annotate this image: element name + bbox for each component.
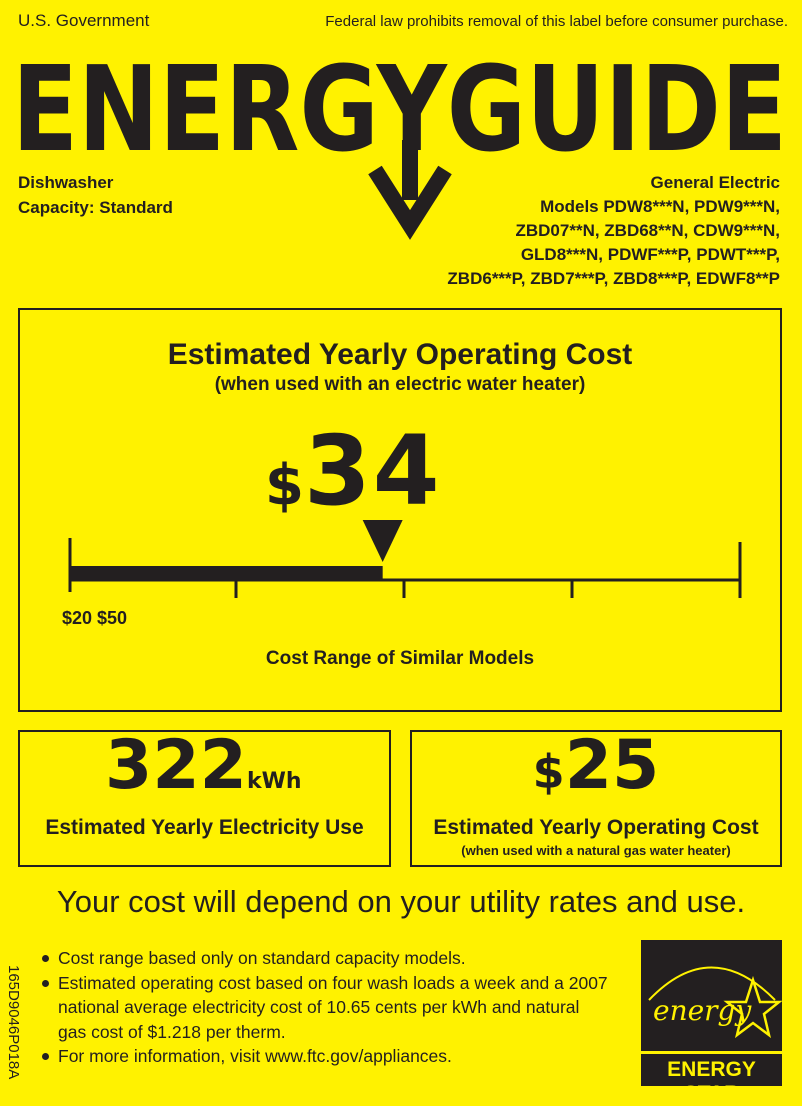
range-caption: Cost Range of Similar Models: [265, 648, 535, 669]
model-line: ZBD07**N, ZBD68**N, CDW9***N,: [515, 221, 780, 240]
product-capacity: Capacity: Standard: [18, 198, 173, 217]
removal-notice: Federal law prohibits removal of this la…: [325, 13, 788, 30]
note-item: For more information, visit www.ftc.gov/…: [40, 1044, 610, 1069]
energy-star-logo: energy ENERGY STAR: [641, 940, 783, 1105]
kwh-value: 322: [105, 726, 247, 805]
note-item: Cost range based only on standard capaci…: [40, 946, 610, 971]
notes-list: Cost range based only on standard capaci…: [40, 946, 610, 1069]
government-label: U.S. Government: [18, 11, 150, 30]
model-line: ZBD6***P, ZBD7***P, ZBD8***P, EDWF8**P: [447, 269, 780, 288]
arrow-down-icon: [368, 140, 452, 240]
gas-label: Estimated Yearly Operating Cost: [433, 816, 759, 839]
side-code: 165D9046P018A: [5, 965, 22, 1080]
model-line: Models PDW8***N, PDW9***N,: [540, 197, 780, 216]
main-cost-box: Estimated Yearly Operating Cost (when us…: [18, 308, 782, 712]
gas-cost-value: 25: [564, 726, 660, 805]
product-type: Dishwasher: [18, 173, 114, 192]
note-item: Estimated operating cost based on four w…: [40, 971, 610, 1045]
kwh-unit: kWh: [246, 769, 302, 794]
cost-range-scale: [68, 520, 742, 598]
dollar-sign: $: [532, 745, 565, 799]
scale-fill: [70, 566, 383, 580]
side-code-wrap: 165D9046P018A: [0, 965, 26, 1090]
gas-box: $25 Estimated Yearly Operating Cost (whe…: [410, 726, 782, 867]
cost-value: 34: [303, 415, 442, 527]
model-line: GLD8***N, PDWF***P, PDWT***P,: [520, 245, 780, 264]
gas-cost: $25: [412, 726, 780, 805]
main-cost: $34: [265, 415, 442, 527]
brand: General Electric: [650, 173, 780, 192]
energy-star-label: ENERGY STAR: [667, 1058, 756, 1105]
electricity-use: 322kWh: [105, 726, 302, 805]
main-subtitle: (when used with an electric water heater…: [214, 374, 586, 395]
dollar-sign: $: [265, 453, 304, 518]
electricity-box: 322kWh Estimated Yearly Electricity Use: [18, 726, 391, 867]
cost-marker-icon: [362, 520, 403, 562]
main-title: Estimated Yearly Operating Cost: [167, 338, 633, 371]
energy-star-icon: energy: [641, 940, 783, 1086]
product-info: Dishwasher Capacity: Standard: [18, 170, 173, 220]
range-labels: $20 $50: [62, 608, 128, 628]
gas-sublabel: (when used with a natural gas water heat…: [461, 843, 731, 858]
disclaimer: Your cost will depend on your utility ra…: [56, 884, 746, 919]
electricity-label: Estimated Yearly Electricity Use: [45, 816, 364, 839]
energyguide-logo-text: ENERGYGUIDE: [12, 40, 787, 178]
model-info: General Electric Models PDW8***N, PDW9**…: [447, 171, 780, 291]
energyguide-logo: ENERGYGUIDE: [12, 40, 787, 240]
